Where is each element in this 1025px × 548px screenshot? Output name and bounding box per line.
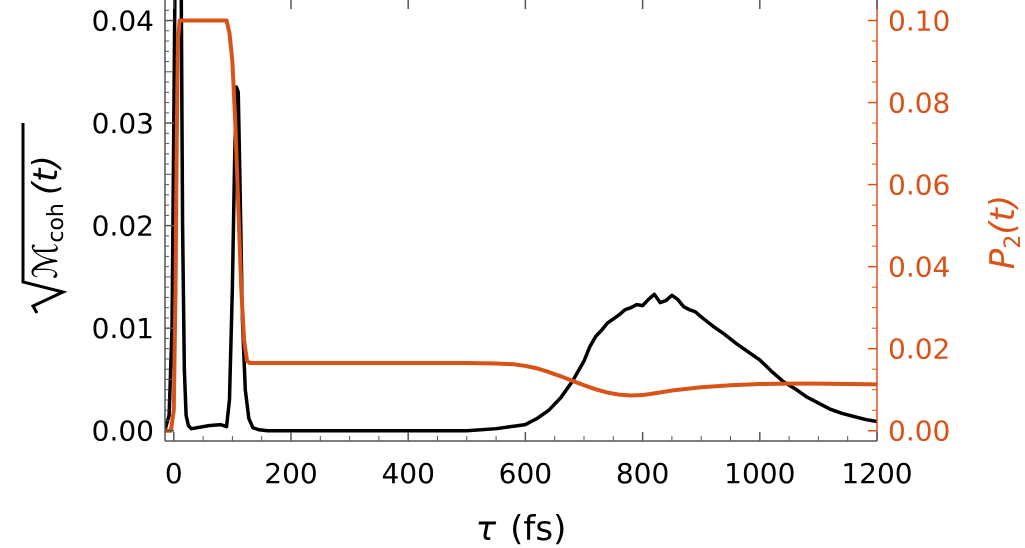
x-tick-label: 800 — [616, 457, 669, 490]
tick-labels: 0 200 400 600 800 1000 1200 0.00 0.01 0.02 0.03 0.0… — [92, 5, 951, 490]
left-y-axis-subscript: coh — [44, 203, 69, 243]
left-y-tick-label: 0.00 — [92, 415, 154, 448]
svg-text:P2(t): P2(t) — [983, 195, 1025, 269]
plot-frame — [164, 0, 878, 442]
x-axis-symbol: τ — [476, 509, 497, 548]
x-tick-label: 0 — [165, 457, 183, 490]
x-tick-label: 600 — [499, 457, 552, 490]
svg-text:ℳcoh(t): ℳcoh (t) — [26, 155, 69, 279]
left-y-axis-arg: (t) — [26, 155, 66, 195]
axis-ticks — [165, 0, 878, 441]
right-y-tick-label: 0.10 — [888, 5, 950, 38]
right-y-tick-label: 0.02 — [888, 333, 950, 366]
right-y-tick-label: 0.04 — [888, 251, 950, 284]
p2-series-line — [165, 18, 877, 433]
right-y-tick-label: 0.06 — [888, 169, 950, 202]
left-y-axis-title: ℳcoh (t) — [21, 123, 69, 314]
right-y-axis-arg: (t) — [983, 195, 1023, 235]
x-axis-unit: (fs) — [510, 509, 566, 548]
left-y-tick-label: 0.03 — [92, 107, 154, 140]
right-y-axis-title: P2(t) — [983, 195, 1025, 269]
x-axis-title: τ (fs) — [476, 509, 567, 548]
left-y-tick-label: 0.02 — [92, 210, 154, 243]
series-layer — [165, 0, 877, 433]
right-y-axis-symbol: P — [983, 248, 1023, 269]
x-tick-label: 1200 — [841, 457, 912, 490]
x-tick-label: 400 — [381, 457, 434, 490]
radical-sign — [21, 123, 68, 314]
right-y-axis-subscript: 2 — [1001, 235, 1025, 249]
right-y-tick-label: 0.08 — [888, 87, 950, 120]
left-y-axis-symbol: ℳ — [26, 243, 66, 279]
left-y-tick-label: 0.01 — [92, 312, 154, 345]
coherence-series-line — [165, 0, 877, 433]
x-tick-label: 1000 — [724, 457, 795, 490]
x-tick-label: 200 — [264, 457, 317, 490]
right-y-tick-label: 0.00 — [888, 415, 950, 448]
left-y-tick-label: 0.04 — [92, 5, 154, 38]
